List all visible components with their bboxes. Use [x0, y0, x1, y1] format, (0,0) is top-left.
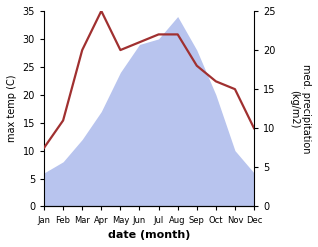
X-axis label: date (month): date (month) [108, 230, 190, 240]
Y-axis label: med. precipitation
(kg/m2): med. precipitation (kg/m2) [289, 64, 311, 153]
Y-axis label: max temp (C): max temp (C) [7, 75, 17, 143]
